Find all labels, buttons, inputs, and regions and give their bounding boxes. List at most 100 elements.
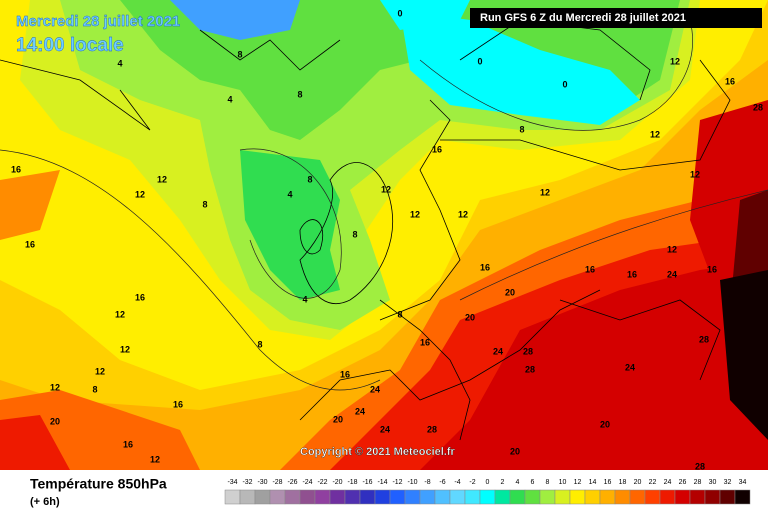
contour-label: 12 xyxy=(670,56,680,66)
temperature-fields xyxy=(0,0,768,470)
contour-labels: 4 8 8 4 4 8 8 4 8 8 8 12 12 16 16 16 12 12 12 12 8 16 20 16 12 12… xyxy=(11,8,763,471)
contour-label: 12 xyxy=(381,184,391,194)
scale-label: -32 xyxy=(242,479,252,486)
contour-label: 8 xyxy=(297,89,302,99)
scale-cell xyxy=(569,489,586,505)
scale-cell xyxy=(359,489,376,505)
scale-label: -16 xyxy=(362,479,372,486)
scale-cell xyxy=(734,489,751,505)
contour-label: 24 xyxy=(355,406,365,416)
contour-label: 0 xyxy=(477,56,482,66)
scale-label: -20 xyxy=(332,479,342,486)
scale-label: 26 xyxy=(679,479,687,486)
scale-label: -8 xyxy=(424,479,430,486)
scale-cell xyxy=(224,489,241,505)
scale-cell xyxy=(314,489,331,505)
scale-label: 22 xyxy=(649,479,657,486)
contour-label: 12 xyxy=(115,309,125,319)
contour-label: 4 xyxy=(117,58,122,68)
contour-label: 8 xyxy=(257,339,262,349)
contour-label: 16 xyxy=(11,164,21,174)
scale-cell xyxy=(434,489,451,505)
scale-label: -14 xyxy=(377,479,387,486)
scale-label: 34 xyxy=(739,479,747,486)
contour-label: 16 xyxy=(725,76,735,86)
scale-label: -30 xyxy=(257,479,267,486)
scale-cell xyxy=(659,489,676,505)
scale-label: 8 xyxy=(546,479,550,486)
scale-label: 10 xyxy=(559,479,567,486)
contour-label: 24 xyxy=(370,384,380,394)
contour-label: 20 xyxy=(600,419,610,429)
contour-label: 28 xyxy=(427,424,437,434)
contour-label: 24 xyxy=(380,424,390,434)
contour-label: 8 xyxy=(352,229,357,239)
scale-cell xyxy=(239,489,256,505)
scale-cell xyxy=(644,489,661,505)
contour-label: 8 xyxy=(519,124,524,134)
contour-label: 16 xyxy=(135,292,145,302)
legend-title: Température 850hPa xyxy=(30,476,167,492)
contour-label: 28 xyxy=(699,334,709,344)
contour-label: 16 xyxy=(480,262,490,272)
scale-cell xyxy=(689,489,706,505)
contour-label: 8 xyxy=(307,174,312,184)
scale-label: 6 xyxy=(531,479,535,486)
scale-label: 12 xyxy=(574,479,582,486)
scale-label: -24 xyxy=(302,479,312,486)
scale-label: 0 xyxy=(486,479,490,486)
contour-label: 0 xyxy=(397,8,402,18)
scale-cell xyxy=(254,489,271,505)
scale-label: -12 xyxy=(392,479,402,486)
scale-cell xyxy=(509,489,526,505)
scale-label: 24 xyxy=(664,479,672,486)
contour-label: 0 xyxy=(562,79,567,89)
run-box xyxy=(470,8,762,28)
scale-label: 18 xyxy=(619,479,627,486)
scale-cell xyxy=(494,489,511,505)
contour-label: 16 xyxy=(25,239,35,249)
scale-cell xyxy=(344,489,361,505)
contour-label: 12 xyxy=(458,209,468,219)
contour-label: 12 xyxy=(157,174,167,184)
scale-label: -26 xyxy=(287,479,297,486)
scale-cell xyxy=(629,489,646,505)
scale-cell xyxy=(479,489,496,505)
scale-cell xyxy=(404,489,421,505)
scale-cell xyxy=(419,489,436,505)
contour-label: 20 xyxy=(505,287,515,297)
legend-step: (+ 6h) xyxy=(30,496,60,508)
contour-label: 12 xyxy=(95,366,105,376)
scale-cell xyxy=(464,489,481,505)
contour-label: 4 xyxy=(302,294,307,304)
contour-label: 12 xyxy=(650,129,660,139)
contour-label: 8 xyxy=(237,49,242,59)
contour-label: 16 xyxy=(420,337,430,347)
contour-label: 28 xyxy=(523,346,533,356)
scale-label: 30 xyxy=(709,479,717,486)
scale-label: 14 xyxy=(589,479,597,486)
scale-label: 16 xyxy=(604,479,612,486)
contour-label: 20 xyxy=(333,414,343,424)
scale-label: -34 xyxy=(227,479,237,486)
scale-cell xyxy=(554,489,571,505)
scale-cell xyxy=(704,489,721,505)
contour-label: 12 xyxy=(150,454,160,464)
contour-label: 4 xyxy=(227,94,232,104)
time-label: 14:00 locale xyxy=(16,35,124,56)
scale-label: -2 xyxy=(469,479,475,486)
scale-cell xyxy=(299,489,316,505)
contour-label: 16 xyxy=(707,264,717,274)
scale-cell xyxy=(269,489,286,505)
scale-cell xyxy=(674,489,691,505)
contour-label: 12 xyxy=(667,244,677,254)
scale-cell xyxy=(539,489,556,505)
copyright: Copyright © 2021 Meteociel.fr xyxy=(300,446,456,458)
scale-label: -22 xyxy=(317,479,327,486)
contour-label: 16 xyxy=(173,399,183,409)
date-label: Mercredi 28 juillet 2021 xyxy=(16,13,180,30)
contour-label: 20 xyxy=(510,446,520,456)
contour-label: 12 xyxy=(410,209,420,219)
